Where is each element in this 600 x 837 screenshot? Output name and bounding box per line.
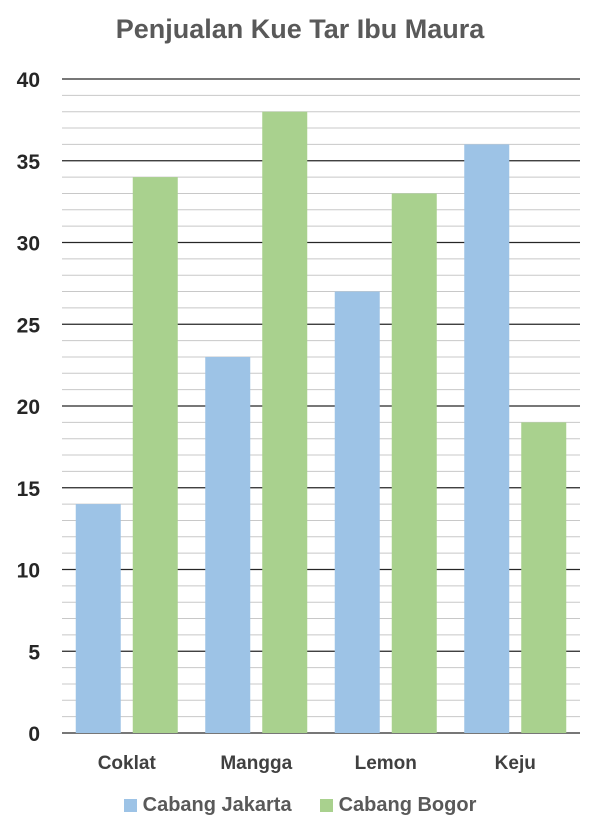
bars: [75, 111, 567, 734]
bar-cabang-bogor-lemon: [391, 193, 437, 733]
bar-cabang-jakarta-mangga: [205, 356, 251, 733]
y-tick-label: 40: [17, 69, 40, 92]
y-tick-label: 0: [28, 723, 40, 746]
bar-cabang-jakarta-keju: [464, 144, 510, 733]
legend-label-bogor: Cabang Bogor: [338, 794, 477, 816]
legend-swatch-bogor: [319, 799, 333, 812]
x-tick-label: Lemon: [355, 753, 417, 774]
bar-cabang-jakarta-coklat: [75, 504, 121, 733]
y-tick-label: 10: [17, 560, 40, 583]
bar-cabang-jakarta-lemon: [334, 291, 380, 733]
bar-cabang-bogor-mangga: [262, 111, 308, 733]
y-tick-label: 5: [28, 641, 40, 664]
axes: 0 5 10 15 20 25 30 35 40 Coklat Mangga Lemon Keju: [17, 69, 536, 774]
y-tick-label: 15: [17, 478, 41, 501]
legend-item-jakarta: Cabang Jakarta: [123, 794, 292, 817]
bar-cabang-bogor-keju: [521, 422, 567, 733]
x-tick-label: Keju: [495, 753, 536, 774]
legend: Cabang Jakarta Cabang Bogor: [0, 794, 600, 817]
chart-title: Penjualan Kue Tar Ibu Maura: [115, 14, 485, 44]
bar-cabang-bogor-coklat: [132, 177, 178, 734]
y-tick-label: 20: [17, 396, 40, 419]
legend-swatch-jakarta: [123, 799, 137, 812]
x-tick-label: Mangga: [220, 753, 292, 774]
legend-item-bogor: Cabang Bogor: [319, 794, 477, 817]
y-tick-label: 35: [17, 151, 41, 174]
y-tick-label: 30: [17, 233, 40, 256]
x-tick-label: Coklat: [98, 753, 157, 774]
legend-label-jakarta: Cabang Jakarta: [142, 794, 292, 816]
y-tick-label: 25: [17, 314, 41, 337]
